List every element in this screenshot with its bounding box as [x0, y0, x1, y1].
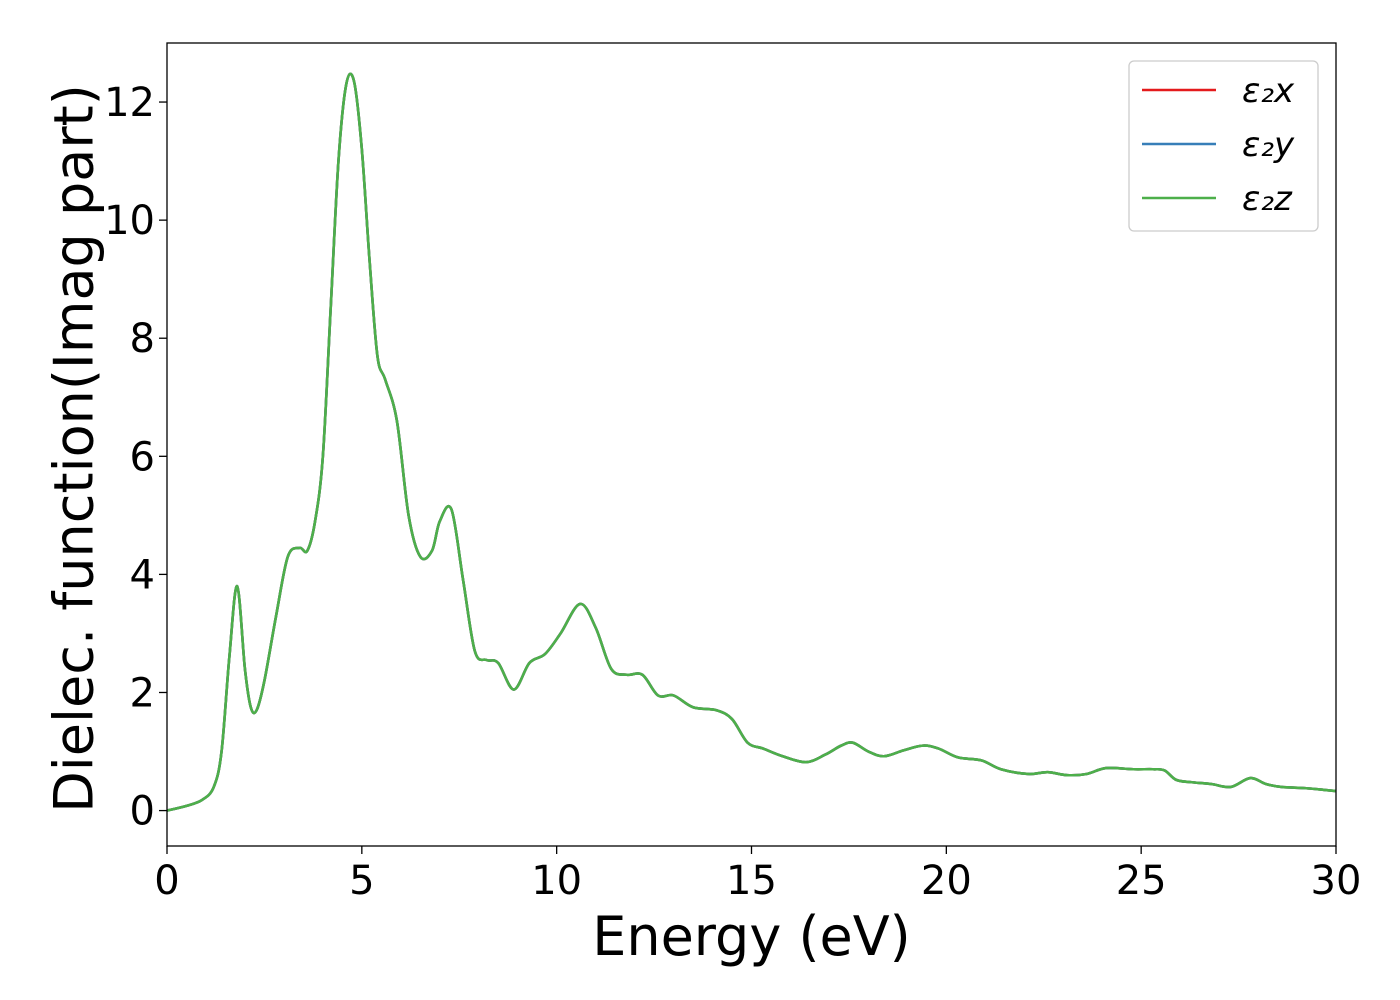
y-axis-label: Dielec. function(Imag part): [43, 84, 106, 813]
x-tick-label: 5: [349, 858, 374, 904]
x-tick-label: 15: [726, 858, 777, 904]
y-tick-label: 12: [104, 80, 155, 126]
y-axis: 0 2 4 6 8 10 12: [104, 80, 167, 835]
legend-entry-label: ε₂y: [1242, 125, 1295, 165]
x-tick-label: 30: [1311, 858, 1362, 904]
y-tick-label: 4: [130, 552, 155, 598]
series-line-3: [166, 72, 1337, 812]
y-tick-label: 10: [104, 198, 155, 244]
legend: ε₂x ε₂y ε₂z: [1128, 60, 1319, 232]
series-layer: [166, 72, 1337, 812]
x-tick-label: 10: [531, 858, 582, 904]
x-axis-label: Energy (eV): [592, 905, 911, 968]
legend-box: [1128, 60, 1319, 232]
x-tick-label: 25: [1116, 858, 1167, 904]
legend-entry-label: ε₂x: [1242, 71, 1295, 111]
x-tick-label: 20: [921, 858, 972, 904]
y-tick-label: 0: [130, 789, 155, 835]
legend-entry-label: ε₂z: [1242, 179, 1293, 219]
y-tick-label: 2: [130, 670, 155, 716]
y-tick-label: 8: [130, 316, 155, 362]
x-tick-label: 0: [154, 858, 179, 904]
y-tick-label: 6: [130, 434, 155, 480]
x-axis: 0 5 10 15 20 25 30: [154, 846, 1361, 904]
